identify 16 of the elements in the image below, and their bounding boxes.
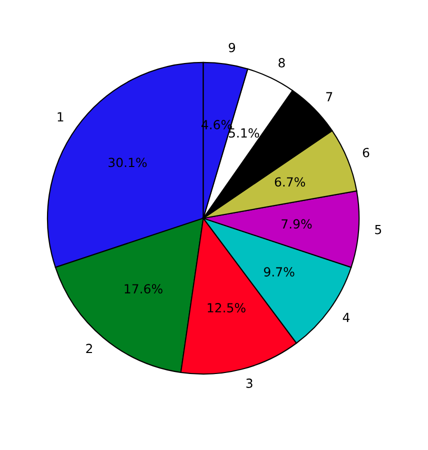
- slice-label: 8: [278, 58, 285, 68]
- data-label: 17.6%: [124, 284, 162, 294]
- slice-label: 7: [326, 92, 332, 102]
- slice-label: 6: [362, 148, 370, 158]
- slice-label: 9: [228, 42, 236, 52]
- data-label: 9.7%: [264, 267, 294, 277]
- data-label: 12.5%: [208, 303, 246, 312]
- slice-label: 4: [342, 312, 350, 322]
- slice-label: 3: [246, 378, 252, 388]
- data-label: 5.1%: [228, 128, 260, 138]
- data-label: 7.9%: [282, 219, 312, 229]
- slice-label: 2: [86, 344, 92, 354]
- data-label: 6.7%: [274, 177, 306, 187]
- data-label: 30.1%: [108, 158, 147, 168]
- slice-label: 5: [375, 224, 382, 234]
- slice-label: 1: [58, 112, 64, 122]
